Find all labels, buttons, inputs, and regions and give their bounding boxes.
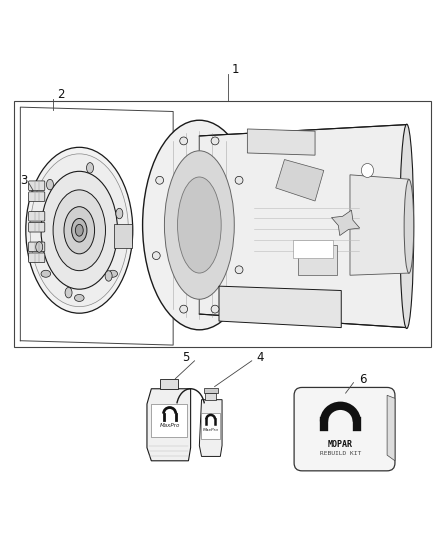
Ellipse shape (164, 151, 234, 299)
Ellipse shape (404, 180, 414, 273)
FancyBboxPatch shape (294, 387, 395, 471)
FancyBboxPatch shape (28, 192, 45, 201)
Ellipse shape (105, 271, 112, 281)
Bar (201, 413, 220, 439)
Bar (14, 101, 431, 348)
FancyBboxPatch shape (28, 253, 45, 263)
Bar (160, 379, 177, 389)
Ellipse shape (75, 224, 83, 236)
Text: 6: 6 (359, 373, 366, 386)
Text: MOPAR: MOPAR (328, 440, 353, 449)
Polygon shape (199, 400, 222, 456)
Bar (114, 224, 132, 248)
Circle shape (152, 252, 160, 260)
Ellipse shape (177, 177, 221, 273)
Ellipse shape (36, 242, 43, 252)
Ellipse shape (72, 219, 87, 242)
Polygon shape (199, 125, 407, 328)
Polygon shape (219, 286, 341, 328)
Ellipse shape (108, 270, 117, 277)
FancyBboxPatch shape (28, 212, 45, 221)
FancyBboxPatch shape (28, 222, 45, 232)
Circle shape (235, 266, 243, 274)
Text: REBUILD KIT: REBUILD KIT (320, 451, 361, 456)
FancyBboxPatch shape (28, 242, 45, 252)
Circle shape (180, 137, 187, 145)
Polygon shape (276, 159, 324, 201)
Ellipse shape (30, 154, 128, 306)
Ellipse shape (41, 171, 117, 289)
Ellipse shape (53, 190, 106, 271)
Ellipse shape (74, 294, 84, 302)
Text: MaxPro: MaxPro (159, 423, 180, 429)
Polygon shape (247, 129, 315, 155)
Bar (205, 393, 216, 400)
Text: 3: 3 (20, 174, 27, 187)
Circle shape (211, 137, 219, 145)
Ellipse shape (26, 147, 133, 313)
Circle shape (211, 305, 219, 313)
Circle shape (235, 176, 243, 184)
Bar (204, 388, 218, 393)
Text: MaxPro: MaxPro (203, 428, 219, 432)
Polygon shape (350, 175, 409, 275)
Ellipse shape (400, 124, 414, 328)
Ellipse shape (116, 208, 123, 219)
Ellipse shape (46, 179, 53, 190)
Ellipse shape (65, 287, 72, 298)
Text: 4: 4 (256, 351, 264, 364)
Ellipse shape (361, 164, 374, 177)
Polygon shape (332, 210, 360, 236)
FancyBboxPatch shape (28, 181, 45, 190)
Text: 2: 2 (57, 87, 65, 101)
Polygon shape (147, 389, 191, 461)
Ellipse shape (87, 163, 93, 173)
Polygon shape (387, 395, 395, 461)
Circle shape (156, 176, 163, 184)
Bar (297, 245, 337, 275)
Ellipse shape (64, 207, 95, 254)
Bar (293, 240, 332, 258)
Text: 5: 5 (182, 351, 190, 364)
Bar (151, 404, 187, 437)
Circle shape (180, 305, 187, 313)
Ellipse shape (41, 270, 51, 277)
Ellipse shape (143, 120, 256, 330)
Text: 1: 1 (232, 63, 240, 76)
